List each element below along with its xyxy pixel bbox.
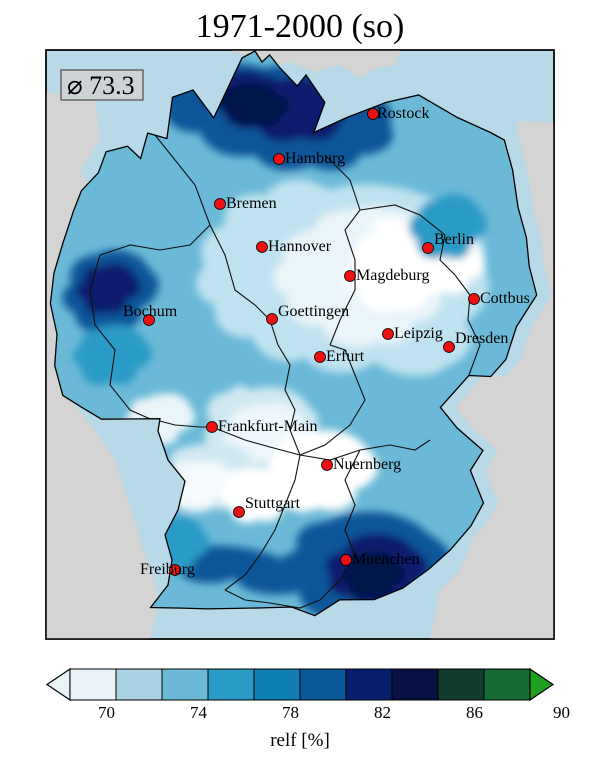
svg-text:Erfurt: Erfurt: [326, 348, 365, 365]
svg-text:Nuernberg: Nuernberg: [333, 456, 401, 473]
svg-text:Berlin: Berlin: [434, 231, 474, 248]
svg-text:Muenchen: Muenchen: [352, 551, 420, 568]
svg-text:Dresden: Dresden: [455, 330, 508, 347]
svg-text:Magdeburg: Magdeburg: [356, 267, 429, 284]
svg-text:Bremen: Bremen: [226, 195, 277, 212]
svg-text:Goettingen: Goettingen: [278, 303, 349, 320]
svg-text:Hannover: Hannover: [268, 238, 332, 255]
svg-text:Cottbus: Cottbus: [480, 290, 530, 307]
svg-text:Hamburg: Hamburg: [285, 150, 345, 167]
svg-text:Frankfurt-Main: Frankfurt-Main: [218, 418, 318, 435]
svg-text:Stuttgart: Stuttgart: [245, 495, 301, 512]
svg-text:Leipzig: Leipzig: [394, 325, 443, 342]
svg-text:Rostock: Rostock: [377, 105, 429, 122]
svg-text:Bochum: Bochum: [123, 303, 178, 320]
svg-text:Freiburg: Freiburg: [140, 561, 195, 578]
